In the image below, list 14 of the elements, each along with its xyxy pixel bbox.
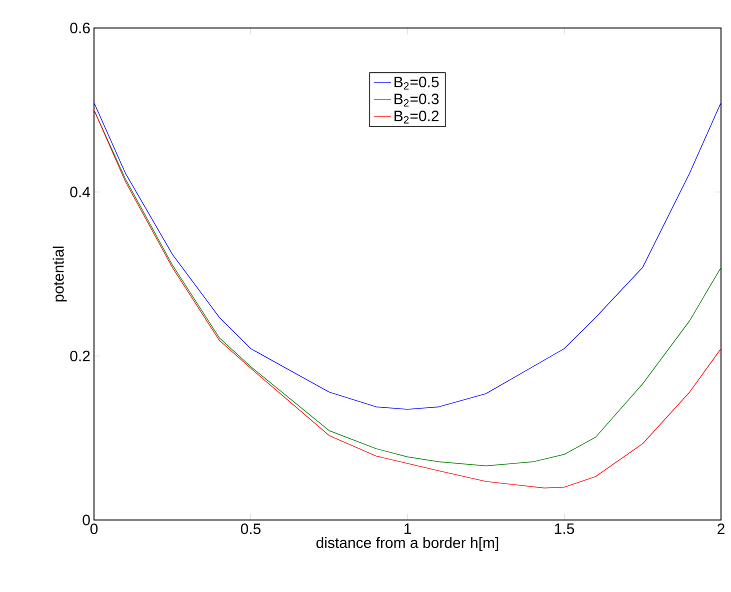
legend-label: B$_{2}$=0.2 bbox=[394, 110, 439, 124]
y-axis-title: potential bbox=[52, 246, 67, 302]
y-tick-label: 0 bbox=[82, 514, 90, 526]
x-tick-label: 2 bbox=[718, 524, 724, 534]
x-tick-label: 0.5 bbox=[240, 524, 261, 534]
x-tick-label: 1 bbox=[404, 524, 411, 534]
legend-label: B$_{2}$=0.5 bbox=[394, 76, 439, 90]
x-tick-label: 0 bbox=[90, 524, 98, 534]
legend-label: B$_{2}$=0.3 bbox=[394, 94, 439, 106]
y-tick-label: 0.2 bbox=[70, 350, 90, 362]
y-tick-label: 0.6 bbox=[70, 22, 90, 34]
x-axis-title: distance from a border h[m] bbox=[316, 537, 498, 551]
x-tick-label: 1.5 bbox=[554, 524, 574, 534]
y-tick-label: 0.4 bbox=[70, 186, 90, 198]
